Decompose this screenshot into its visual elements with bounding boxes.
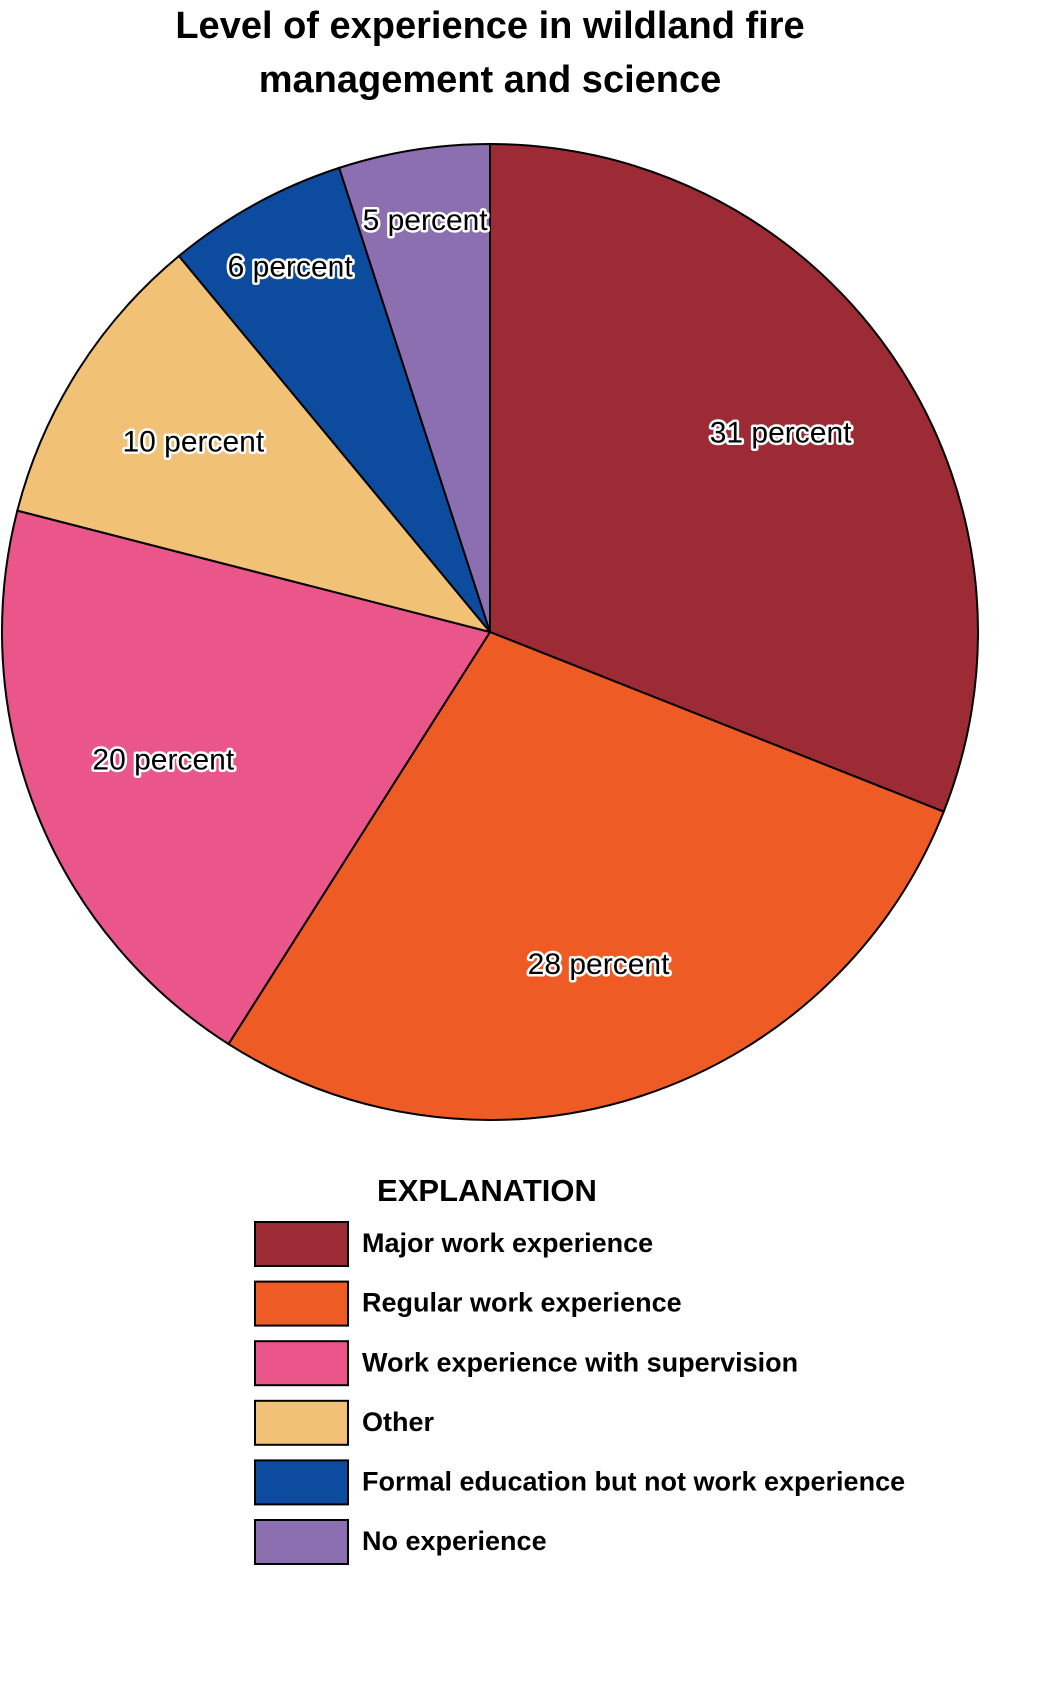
pie-slice xyxy=(489,142,979,813)
legend-label: Work experience with supervision xyxy=(362,1347,798,1377)
legend-swatch xyxy=(254,1280,349,1327)
legend-label: No experience xyxy=(362,1526,547,1556)
value-label: 28 percent xyxy=(528,948,670,981)
legend-swatch xyxy=(254,1221,349,1267)
pie-slice xyxy=(227,630,946,1121)
legend-swatch xyxy=(254,1399,349,1446)
pie-slice xyxy=(16,254,493,634)
pie-slice xyxy=(337,142,491,633)
legend-label: Formal education but not work experience xyxy=(362,1467,905,1497)
pie-slice xyxy=(1,509,492,1046)
legend-swatch xyxy=(254,1459,349,1506)
legend-swatch xyxy=(254,1340,349,1387)
value-label: 6 percent xyxy=(228,250,354,283)
value-label: 10 percent xyxy=(122,426,264,459)
legend-label: Regular work experience xyxy=(362,1288,682,1318)
chart-title: Level of experience in wildland fire mana… xyxy=(175,5,804,101)
value-label: 5 percent xyxy=(363,204,489,237)
value-label: 20 percent xyxy=(92,743,234,776)
pie-slice xyxy=(177,166,491,633)
legend-label: Major work experience xyxy=(362,1228,653,1258)
legend-label: Other xyxy=(362,1407,435,1437)
value-label: 31 percent xyxy=(710,416,852,449)
legend-swatch xyxy=(254,1519,349,1565)
legend-title: EXPLANATION xyxy=(377,1173,597,1208)
